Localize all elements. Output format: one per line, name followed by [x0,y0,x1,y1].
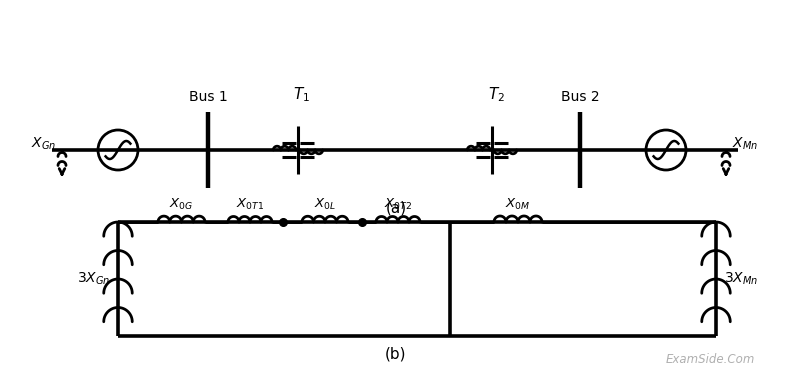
Text: $T_1$: $T_1$ [294,85,310,104]
Text: $X_{0T2}$: $X_{0T2}$ [384,197,412,212]
Text: $X_{Mn}$: $X_{Mn}$ [732,136,758,152]
Text: (a): (a) [386,201,406,215]
Text: $3X_{Gn}$: $3X_{Gn}$ [77,271,110,287]
Text: $X_{0M}$: $X_{0M}$ [505,197,531,212]
Text: $X_{0L}$: $X_{0L}$ [314,197,336,212]
Text: $T_2$: $T_2$ [488,85,505,104]
Text: $X_{Gn}$: $X_{Gn}$ [31,136,56,152]
Text: $X_{0G}$: $X_{0G}$ [169,197,193,212]
Text: ExamSide.Com: ExamSide.Com [665,353,755,366]
Text: $X_{0T1}$: $X_{0T1}$ [236,197,264,212]
Text: (b): (b) [385,347,407,361]
Text: Bus 1: Bus 1 [188,90,227,104]
Text: $3X_{Mn}$: $3X_{Mn}$ [724,271,758,287]
Text: Bus 2: Bus 2 [561,90,600,104]
